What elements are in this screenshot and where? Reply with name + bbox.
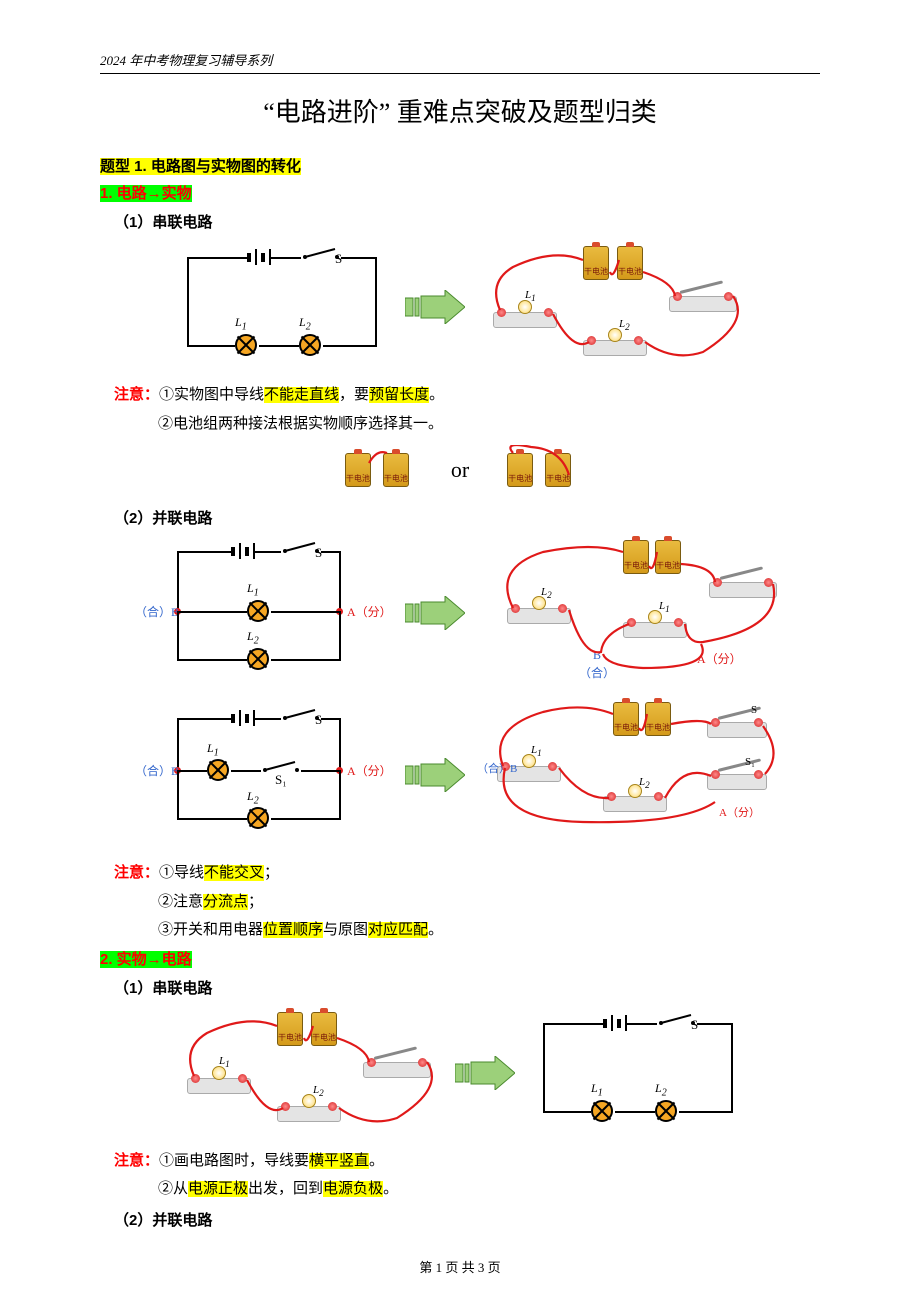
page-header: 2024 年中考物理复习辅导系列	[100, 50, 820, 74]
figure-row-parallel-a: S （合）B A（分） L1 L2 干电池 干电池	[100, 538, 820, 688]
note-series-1: 注意：①实物图中导线不能走直线，要预留长度。	[114, 384, 820, 407]
physical-parallel-b: 干电池 干电池 S S₁ L1 L2 （合）B A（分）	[483, 700, 783, 850]
schematic-parallel-b: S （合）B A（分） L1 S₁ L2	[137, 710, 387, 840]
physical-parallel-a: 干电池 干电池 L2 L1 B （合） A（分）	[483, 538, 783, 688]
part-2-header: 2. 实物→电路	[100, 948, 820, 969]
page-footer: 第 1 页 共 3 页	[0, 1257, 920, 1276]
physical-series: 干电池 干电池 L1 L2	[483, 242, 743, 372]
arrow-icon	[405, 758, 465, 792]
schematic-series: S L1 L2	[177, 247, 387, 367]
note-parallel-1: 注意：①导线不能交叉；	[114, 862, 820, 885]
note-series-2: ②电池组两种接法根据实物顺序选择其一。	[158, 413, 820, 436]
sub-1-1: （1）串联电路	[114, 211, 820, 232]
note-p2-1: 注意：①画电路图时，导线要横平竖直。	[114, 1150, 820, 1173]
battery-pair-2: 干电池 干电池	[501, 445, 581, 495]
sub-1-2: （2）并联电路	[114, 507, 820, 528]
note-parallel-3: ③开关和用电器位置顺序与原图对应匹配。	[158, 919, 820, 942]
arrow-icon	[405, 290, 465, 324]
schematic-parallel-a: S （合）B A（分） L1 L2	[137, 543, 387, 683]
part-1-header: 1. 电路→实物	[100, 182, 820, 203]
figure-row-2: 干电池 干电池 L1 L2 S	[100, 1008, 820, 1138]
figure-row-1: S L1 L2 干电池 干电池 L1 L2	[100, 242, 820, 372]
or-text: or	[451, 457, 469, 483]
page: 2024 年中考物理复习辅导系列 “电路进阶” 重难点突破及题型归类 题型 1.…	[0, 0, 920, 1302]
figure-row-parallel-b: S （合）B A（分） L1 S₁ L2 干电池 干	[100, 700, 820, 850]
physical-series-2: 干电池 干电池 L1 L2	[177, 1008, 437, 1138]
sub-2-2: （2）并联电路	[114, 1209, 820, 1230]
page-title: “电路进阶” 重难点突破及题型归类	[100, 92, 820, 129]
schematic-series-2: S L1 L2	[533, 1013, 743, 1133]
sub-2-1: （1）串联电路	[114, 977, 820, 998]
note-p2-2: ②从电源正极出发，回到电源负极。	[158, 1178, 820, 1201]
arrow-icon	[405, 596, 465, 630]
section-1-header: 题型 1. 电路图与实物图的转化	[100, 155, 820, 176]
figure-row-battery-or: 干电池 干电池 or 干电池 干电池	[100, 445, 820, 495]
note-parallel-2: ②注意分流点；	[158, 891, 820, 914]
arrow-icon	[455, 1056, 515, 1090]
battery-pair-1: 干电池 干电池	[339, 445, 419, 495]
